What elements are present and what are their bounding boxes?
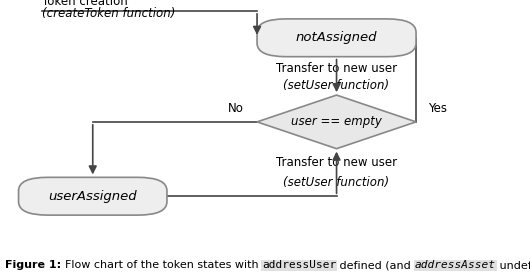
Text: notAssigned: notAssigned: [296, 31, 377, 44]
Text: (setUser function): (setUser function): [284, 79, 390, 92]
Text: userAssigned: userAssigned: [48, 190, 137, 203]
Text: (createToken function): (createToken function): [42, 7, 176, 20]
FancyBboxPatch shape: [257, 19, 416, 57]
Text: Transfer to new user: Transfer to new user: [276, 62, 397, 75]
Text: Flow chart of the token states with: Flow chart of the token states with: [65, 260, 262, 270]
FancyBboxPatch shape: [413, 260, 497, 271]
Text: user == empty: user == empty: [291, 116, 382, 128]
Text: (setUser function): (setUser function): [284, 176, 390, 189]
Text: Transfer to new user: Transfer to new user: [276, 156, 397, 169]
Text: Yes: Yes: [428, 102, 447, 115]
FancyBboxPatch shape: [19, 177, 167, 215]
FancyBboxPatch shape: [261, 260, 338, 271]
Text: Token creation: Token creation: [42, 0, 128, 8]
Text: No: No: [228, 102, 244, 115]
Text: Figure 1:: Figure 1:: [5, 260, 65, 270]
Text: addressAsset: addressAsset: [414, 260, 496, 270]
Text: defined (and: defined (and: [337, 260, 414, 270]
Polygon shape: [257, 95, 416, 149]
Text: addressUser: addressUser: [262, 260, 337, 270]
Text: undefined): undefined): [496, 260, 530, 270]
